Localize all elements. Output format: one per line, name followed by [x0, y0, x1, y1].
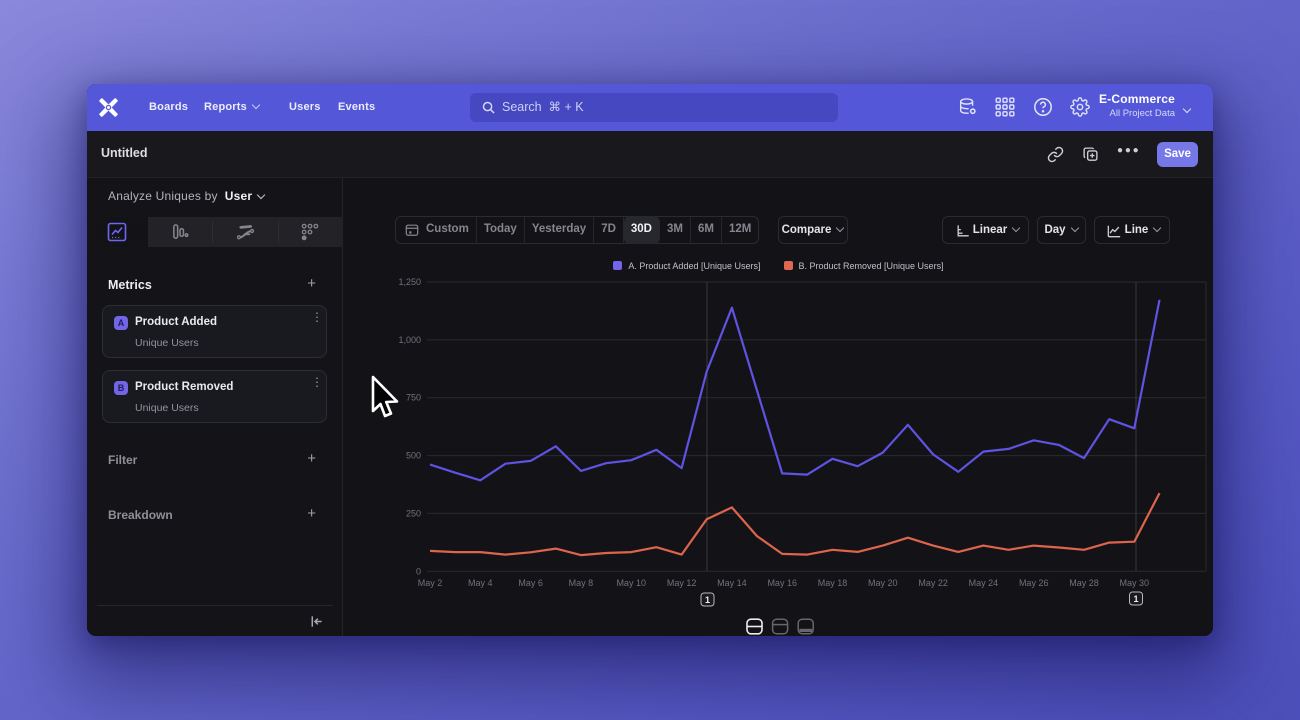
svg-text:May 10: May 10 [616, 578, 646, 588]
svg-text:1,250: 1,250 [398, 277, 421, 287]
svg-text:May 26: May 26 [1019, 578, 1049, 588]
svg-text:0: 0 [416, 566, 421, 576]
svg-text:May 6: May 6 [518, 578, 543, 588]
svg-text:750: 750 [406, 393, 421, 403]
svg-text:May 4: May 4 [468, 578, 493, 588]
svg-text:May 16: May 16 [767, 578, 797, 588]
svg-text:May 20: May 20 [868, 578, 898, 588]
svg-text:May 2: May 2 [418, 578, 443, 588]
svg-text:1,000: 1,000 [398, 335, 421, 345]
svg-text:May 18: May 18 [818, 578, 848, 588]
svg-text:May 8: May 8 [569, 578, 594, 588]
svg-text:500: 500 [406, 451, 421, 461]
svg-text:May 12: May 12 [667, 578, 697, 588]
svg-text:May 28: May 28 [1069, 578, 1099, 588]
svg-text:May 22: May 22 [918, 578, 948, 588]
svg-text:250: 250 [406, 508, 421, 518]
svg-text:May 30: May 30 [1120, 578, 1150, 588]
svg-text:May 14: May 14 [717, 578, 747, 588]
svg-text:1: 1 [1133, 594, 1138, 604]
svg-text:May 24: May 24 [969, 578, 999, 588]
svg-text:1: 1 [705, 595, 710, 605]
